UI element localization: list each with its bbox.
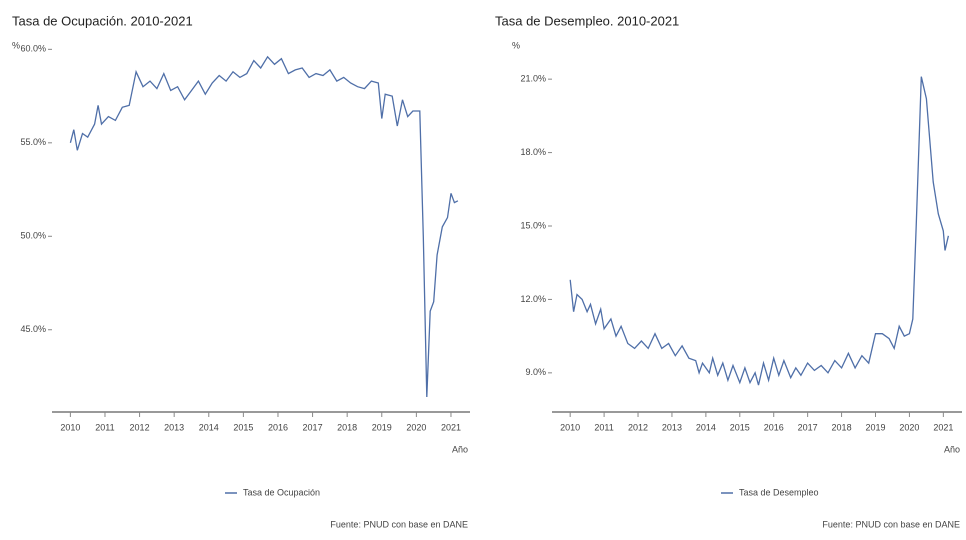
x-tick-label: 2018 xyxy=(337,422,357,432)
x-tick-label: 2011 xyxy=(594,422,613,432)
x-tick-label: 2017 xyxy=(303,422,323,432)
x-tick-label: 2018 xyxy=(832,422,852,432)
x-tick-label: 2019 xyxy=(372,422,392,432)
chart-title: Tasa de Ocupación. 2010-2021 xyxy=(12,13,193,28)
x-tick-label: 2017 xyxy=(798,422,818,432)
x-tick-label: 2011 xyxy=(95,422,114,432)
x-tick-label: 2013 xyxy=(164,422,184,432)
y-tick-label: 18.0% xyxy=(520,147,546,157)
x-tick-label: 2016 xyxy=(764,422,784,432)
chart-title: Tasa de Desempleo. 2010-2021 xyxy=(495,13,679,28)
source-note: Fuente: PNUD con base en DANE xyxy=(330,519,468,529)
y-tick-label: 60.0% xyxy=(20,44,46,54)
series-line xyxy=(569,76,950,386)
x-tick-label: 2015 xyxy=(730,422,750,432)
y-tick-label: 55.0% xyxy=(20,137,46,147)
x-axis-label: Año xyxy=(452,444,468,454)
x-tick-label: 2016 xyxy=(268,422,288,432)
y-axis-label: % xyxy=(12,40,20,50)
legend-label: Tasa de Desempleo xyxy=(739,487,819,497)
x-tick-label: 2014 xyxy=(199,422,219,432)
x-tick-label: 2010 xyxy=(560,422,580,432)
series-line xyxy=(69,55,459,398)
x-tick-label: 2021 xyxy=(933,422,953,432)
x-tick-label: 2015 xyxy=(233,422,253,432)
x-tick-label: 2020 xyxy=(406,422,426,432)
y-tick-label: 45.0% xyxy=(20,324,46,334)
x-tick-label: 2014 xyxy=(696,422,716,432)
y-axis-label: % xyxy=(512,40,520,50)
y-tick-label: 15.0% xyxy=(520,220,546,230)
y-tick-label: 9.0% xyxy=(525,367,546,377)
source-note: Fuente: PNUD con base en DANE xyxy=(822,519,960,529)
legend-label: Tasa de Ocupación xyxy=(243,487,320,497)
y-tick-label: 50.0% xyxy=(20,231,46,241)
x-tick-label: 2013 xyxy=(662,422,682,432)
y-tick-label: 21.0% xyxy=(520,74,546,84)
x-tick-label: 2021 xyxy=(441,422,461,432)
x-tick-label: 2019 xyxy=(865,422,885,432)
y-tick-label: 12.0% xyxy=(520,294,546,304)
x-tick-label: 2012 xyxy=(130,422,150,432)
x-tick-label: 2010 xyxy=(60,422,80,432)
x-tick-label: 2020 xyxy=(899,422,919,432)
x-axis-label: Año xyxy=(944,444,960,454)
x-tick-label: 2012 xyxy=(628,422,648,432)
